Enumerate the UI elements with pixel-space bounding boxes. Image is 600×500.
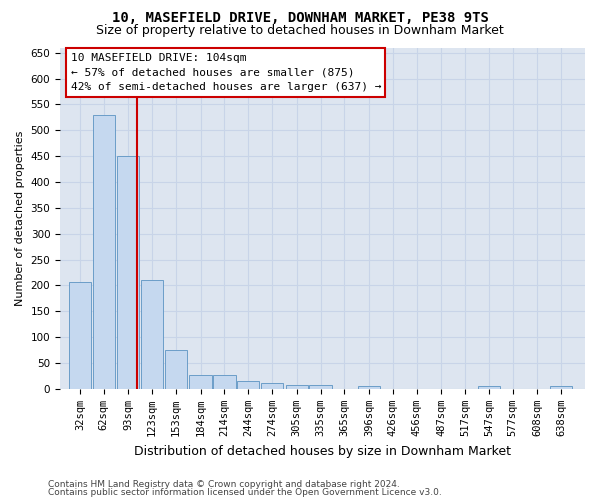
Y-axis label: Number of detached properties: Number of detached properties — [15, 130, 25, 306]
Bar — [358, 386, 380, 389]
Bar — [478, 386, 500, 389]
Bar — [141, 280, 163, 389]
Text: Size of property relative to detached houses in Downham Market: Size of property relative to detached ho… — [96, 24, 504, 37]
Bar — [261, 382, 283, 389]
Bar — [550, 386, 572, 389]
Bar — [190, 375, 212, 389]
Bar — [69, 282, 91, 389]
Bar — [286, 385, 308, 389]
X-axis label: Distribution of detached houses by size in Downham Market: Distribution of detached houses by size … — [134, 444, 511, 458]
Text: 10, MASEFIELD DRIVE, DOWNHAM MARKET, PE38 9TS: 10, MASEFIELD DRIVE, DOWNHAM MARKET, PE3… — [112, 12, 488, 26]
Text: 10 MASEFIELD DRIVE: 104sqm
← 57% of detached houses are smaller (875)
42% of sem: 10 MASEFIELD DRIVE: 104sqm ← 57% of deta… — [71, 52, 381, 92]
Bar — [310, 386, 332, 389]
Bar — [165, 350, 187, 389]
Bar — [237, 381, 259, 389]
Bar — [92, 115, 115, 389]
Bar — [214, 376, 236, 389]
Text: Contains public sector information licensed under the Open Government Licence v3: Contains public sector information licen… — [48, 488, 442, 497]
Bar — [117, 156, 139, 389]
Text: Contains HM Land Registry data © Crown copyright and database right 2024.: Contains HM Land Registry data © Crown c… — [48, 480, 400, 489]
